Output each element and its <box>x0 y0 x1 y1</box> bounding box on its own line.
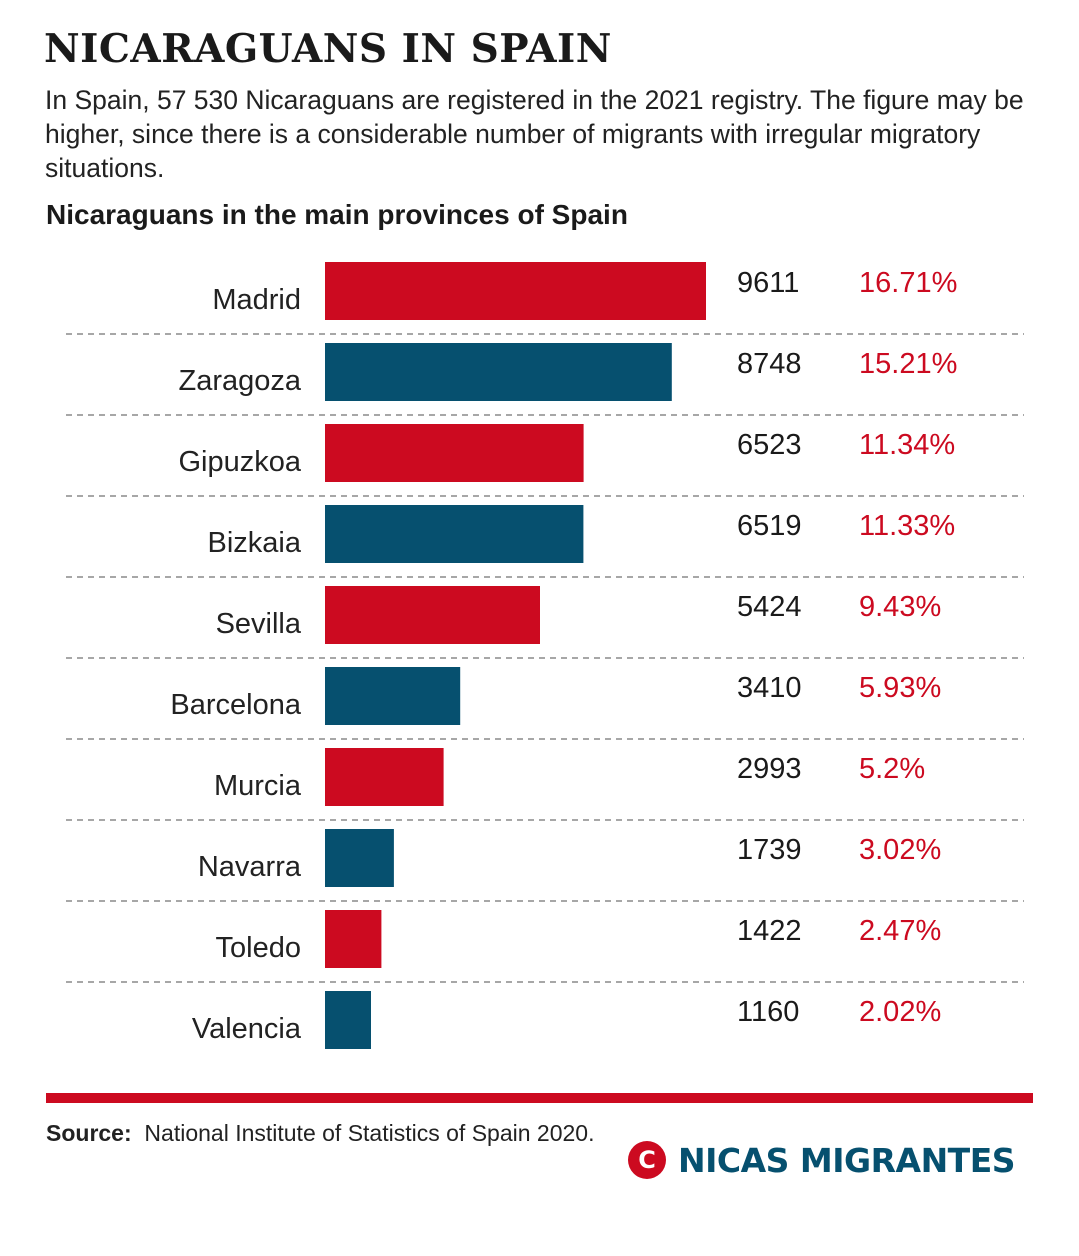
percent-label: 16.71% <box>859 267 957 299</box>
category-label: Navarra <box>198 851 302 883</box>
category-label: Bizkaia <box>208 527 302 559</box>
bar-valencia <box>325 991 371 1049</box>
source-label: Source: <box>46 1120 132 1146</box>
percent-label: 5.93% <box>859 672 941 704</box>
percent-label: 2.47% <box>859 915 941 947</box>
value-label: 6523 <box>737 429 802 461</box>
brand-name: NICAS MIGRANTES <box>678 1140 1016 1180</box>
value-label: 8748 <box>737 348 802 380</box>
brand-logo: C NICAS MIGRANTES <box>628 1140 1016 1180</box>
bar-sevilla <box>325 586 540 644</box>
percent-label: 11.34% <box>859 429 955 461</box>
value-label: 1739 <box>737 834 802 866</box>
source-note: Source: National Institute of Statistics… <box>46 1118 594 1148</box>
percent-label: 2.02% <box>859 996 941 1028</box>
value-label: 6519 <box>737 510 802 542</box>
category-label: Sevilla <box>216 608 302 640</box>
bar-gipuzkoa <box>325 424 584 482</box>
brand-mark-icon: C <box>628 1141 666 1179</box>
page-subtitle: In Spain, 57 530 Nicaraguans are registe… <box>45 85 1024 183</box>
page-title: NICARAGUANS IN SPAIN <box>44 26 612 72</box>
percent-label: 3.02% <box>859 834 941 866</box>
source-text: National Institute of Statistics of Spai… <box>144 1120 595 1146</box>
value-label: 1160 <box>737 996 799 1028</box>
source-divider <box>46 1093 1033 1103</box>
category-label: Gipuzkoa <box>178 446 301 478</box>
category-label: Toledo <box>216 932 301 964</box>
bar-barcelona <box>325 667 461 725</box>
value-label: 2993 <box>737 753 802 785</box>
value-label: 3410 <box>737 672 802 704</box>
bar-zaragoza <box>325 343 672 401</box>
bar-chart: Madrid 9611 16.71% Zaragoza 8748 15.21% Gipuzk… <box>66 262 1024 1049</box>
bar-toledo <box>325 910 382 968</box>
bar-navarra <box>325 829 394 887</box>
bar-bizkaia <box>325 505 584 563</box>
percent-label: 5.2% <box>859 753 925 785</box>
percent-label: 11.33% <box>859 510 955 542</box>
category-label: Barcelona <box>170 689 301 721</box>
percent-label: 15.21% <box>859 348 957 380</box>
category-label: Madrid <box>212 284 301 316</box>
value-label: 1422 <box>737 915 802 947</box>
percent-label: 9.43% <box>859 591 941 623</box>
bar-murcia <box>325 748 444 806</box>
bar-madrid <box>325 262 706 320</box>
value-label: 5424 <box>737 591 802 623</box>
category-label: Zaragoza <box>178 365 301 397</box>
category-label: Murcia <box>214 770 302 802</box>
category-label: Valencia <box>192 1013 302 1045</box>
chart-title: Nicaraguans in the main provinces of Spa… <box>46 199 628 230</box>
value-label: 9611 <box>737 267 799 299</box>
